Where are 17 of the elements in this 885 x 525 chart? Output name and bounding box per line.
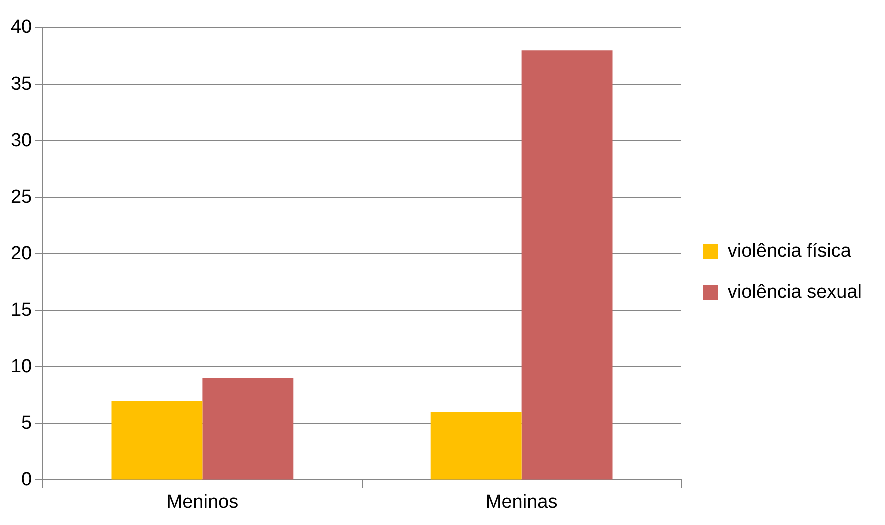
x-tick-label: Meninas [486, 492, 558, 513]
legend-label: violência sexual [728, 282, 862, 304]
bar [112, 401, 203, 480]
y-tick-label: 20 [10, 243, 32, 264]
legend-label: violência física [728, 241, 852, 262]
y-tick-label: 10 [10, 356, 32, 378]
bar [202, 378, 294, 480]
bar [522, 50, 613, 480]
y-tick-label: 30 [10, 130, 32, 152]
x-tick-label: Meninos [166, 492, 239, 513]
y-tick-label: 5 [22, 412, 32, 434]
bar [430, 412, 522, 480]
y-tick-label: 35 [10, 74, 32, 95]
y-tick-label: 25 [10, 186, 32, 208]
y-tick-label: 40 [10, 17, 32, 38]
y-tick-label: 0 [22, 469, 32, 490]
y-tick-label: 15 [10, 300, 32, 321]
